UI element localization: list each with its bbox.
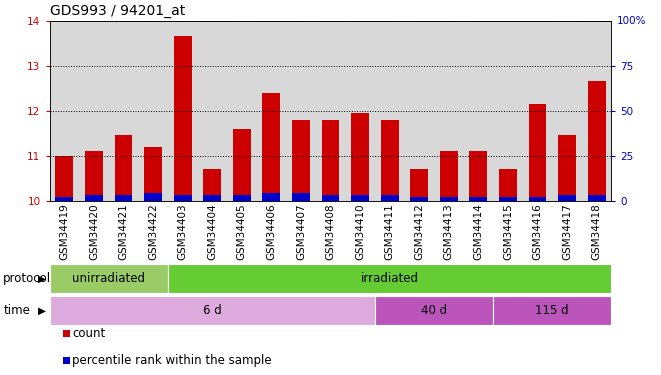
Bar	[204, 195, 221, 201]
Text: time: time	[3, 304, 30, 317]
Bar	[410, 169, 428, 201]
Bar	[499, 197, 517, 201]
Text: percentile rank within the sample: percentile rank within the sample	[72, 354, 272, 367]
Bar	[375, 21, 405, 201]
Text: 40 d: 40 d	[421, 304, 447, 317]
Bar	[144, 194, 162, 201]
Bar	[174, 195, 192, 201]
Bar	[493, 296, 611, 325]
Bar	[440, 197, 457, 201]
Bar	[233, 129, 251, 201]
Bar	[469, 197, 487, 201]
Bar	[381, 195, 399, 201]
Bar	[292, 120, 310, 201]
Bar	[523, 21, 553, 201]
Text: 115 d: 115 d	[535, 304, 569, 317]
Bar	[85, 195, 103, 201]
Bar	[322, 120, 339, 201]
Bar	[168, 21, 198, 201]
Text: 6 d: 6 d	[203, 304, 221, 317]
Bar	[174, 36, 192, 201]
Bar	[529, 104, 547, 201]
Bar	[233, 195, 251, 201]
Text: ▶: ▶	[38, 273, 46, 284]
Bar	[138, 21, 168, 201]
Bar	[114, 195, 132, 201]
Bar	[553, 21, 582, 201]
Bar	[50, 264, 168, 293]
Bar	[85, 151, 103, 201]
Bar	[588, 81, 605, 201]
Bar	[469, 151, 487, 201]
Text: ▶: ▶	[38, 305, 46, 315]
Text: irradiated: irradiated	[361, 272, 418, 285]
Bar	[375, 296, 493, 325]
Text: protocol: protocol	[3, 272, 52, 285]
Bar	[582, 21, 611, 201]
Bar	[168, 264, 611, 293]
Bar	[529, 197, 547, 201]
Bar	[440, 151, 457, 201]
Bar	[351, 113, 369, 201]
Bar	[410, 197, 428, 201]
Bar	[144, 147, 162, 201]
Bar	[558, 135, 576, 201]
Bar	[50, 21, 79, 201]
Bar	[322, 195, 339, 201]
Bar	[434, 21, 463, 201]
Bar	[286, 21, 316, 201]
Bar	[50, 296, 375, 325]
Bar	[79, 21, 108, 201]
Bar	[292, 194, 310, 201]
Bar	[56, 197, 73, 201]
Bar	[405, 21, 434, 201]
Bar	[56, 156, 73, 201]
Bar	[316, 21, 345, 201]
Bar	[463, 21, 493, 201]
Bar	[227, 21, 256, 201]
Text: unirradiated: unirradiated	[72, 272, 145, 285]
Bar	[345, 21, 375, 201]
Bar	[588, 195, 605, 201]
Bar	[114, 135, 132, 201]
Bar	[256, 21, 286, 201]
Bar	[493, 21, 523, 201]
Bar	[381, 120, 399, 201]
Bar	[499, 169, 517, 201]
Text: GDS993 / 94201_at: GDS993 / 94201_at	[50, 4, 185, 18]
Bar	[198, 21, 227, 201]
Bar	[351, 195, 369, 201]
Text: count: count	[72, 327, 106, 340]
Bar	[108, 21, 138, 201]
Bar	[262, 194, 280, 201]
Bar	[262, 93, 280, 201]
Text: 100%: 100%	[617, 16, 646, 26]
Bar	[204, 169, 221, 201]
Bar	[558, 195, 576, 201]
